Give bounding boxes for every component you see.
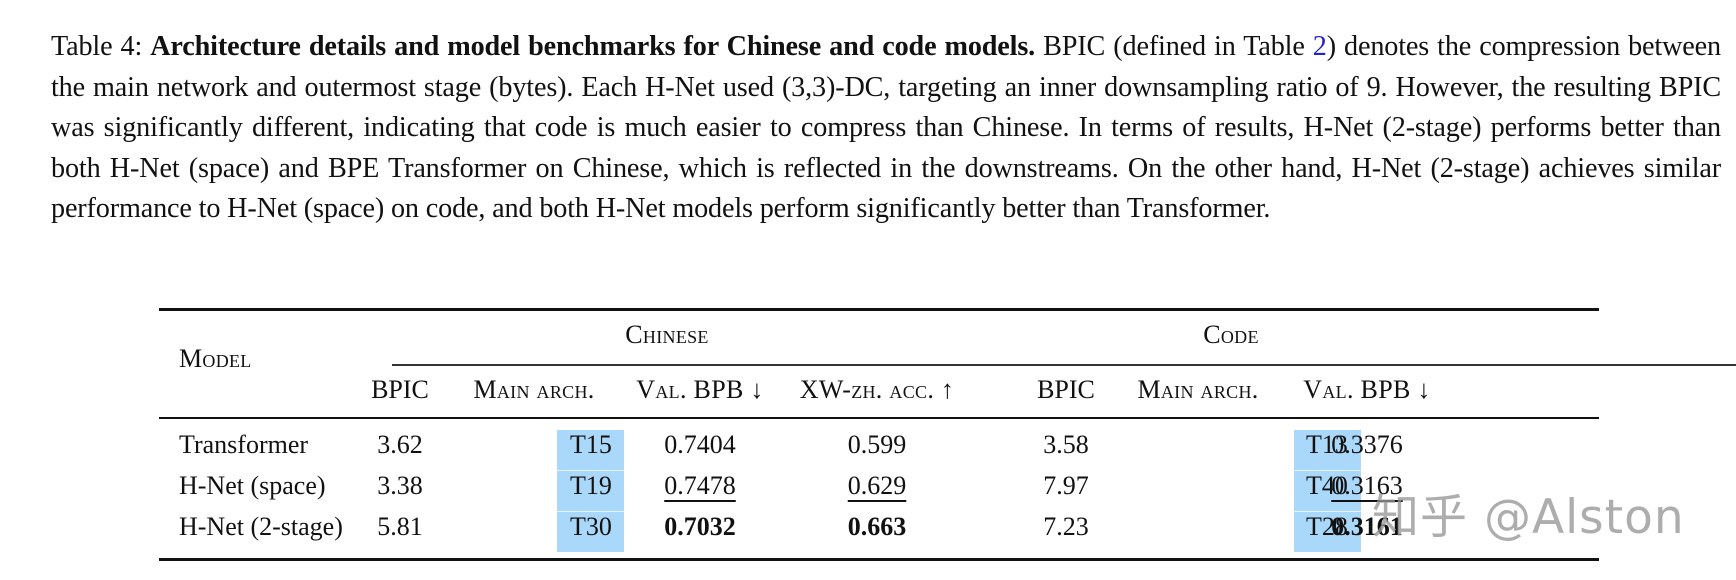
chinese-arch: T30	[570, 512, 612, 541]
code-arch: T28	[1306, 512, 1348, 541]
code-val-bpb: 0.3376	[1331, 430, 1403, 459]
chinese-val-bpb: 0.7478	[664, 471, 736, 500]
highlight-separator	[557, 511, 624, 512]
bottom-rule	[159, 558, 1599, 561]
chinese-bpic: 5.81	[377, 512, 423, 541]
table-row: H-Net (space) 3.38 T19 0.7478 0.629 7.97…	[159, 466, 1599, 506]
caption-label: Table 4:	[51, 31, 151, 62]
chinese-arch-highlight	[557, 430, 624, 552]
code-bpic-header: BPIC	[1037, 375, 1095, 404]
code-arch: T40	[1306, 471, 1348, 500]
header-rule	[159, 417, 1599, 419]
model-column-header: Model	[179, 344, 252, 373]
caption-text: BPIC (defined in Table	[1035, 31, 1313, 62]
highlight-separator	[1294, 470, 1361, 471]
chinese-bpic: 3.62	[377, 430, 423, 459]
table-caption: Table 4: Architecture details and model …	[51, 27, 1721, 230]
chinese-bpic: 3.38	[377, 471, 423, 500]
model-name: H-Net (2-stage)	[179, 512, 343, 541]
chinese-group-rule	[392, 364, 1246, 366]
chinese-xw-acc: 0.599	[847, 430, 907, 459]
table-row: H-Net (2-stage) 5.81 T30 0.7032 0.663 7.…	[159, 507, 1599, 547]
chinese-val-bpb-header: Val. BPB ↓	[636, 375, 764, 404]
code-arch-header: Main arch.	[1137, 375, 1259, 404]
chinese-arch-header: Main arch.	[473, 375, 595, 404]
code-arch-highlight	[1294, 430, 1361, 552]
code-bpic: 3.58	[1043, 430, 1089, 459]
code-arch: T13	[1306, 430, 1348, 459]
code-val-bpb: 0.3161	[1331, 512, 1403, 541]
code-val-bpb-header: Val. BPB ↓	[1303, 375, 1431, 404]
code-group-header: Code	[1203, 320, 1259, 349]
chinese-bpic-header: BPIC	[371, 375, 429, 404]
chinese-arch: T19	[570, 471, 612, 500]
code-group-rule	[1128, 364, 1736, 366]
code-bpic: 7.97	[1043, 471, 1089, 500]
code-val-bpb: 0.3163	[1331, 471, 1403, 500]
chinese-xw-acc: 0.663	[847, 512, 907, 541]
caption-title: Architecture details and model benchmark…	[150, 31, 1036, 62]
caption-text-continued: ) denotes the compression between the ma…	[51, 31, 1721, 224]
table-reference-link[interactable]: 2	[1312, 31, 1327, 62]
top-rule	[159, 308, 1599, 311]
model-name: H-Net (space)	[179, 471, 326, 500]
chinese-val-bpb: 0.7404	[664, 430, 736, 459]
chinese-arch: T15	[570, 430, 612, 459]
table-row: Transformer 3.62 T15 0.7404 0.599 3.58 T…	[159, 425, 1599, 465]
highlight-separator	[557, 470, 624, 471]
chinese-group-header: Chinese	[625, 320, 709, 349]
highlight-separator	[1294, 511, 1361, 512]
model-name: Transformer	[179, 430, 309, 459]
chinese-xw-acc-header: XW-zh. acc. ↑	[799, 375, 955, 404]
chinese-val-bpb: 0.7032	[664, 512, 736, 541]
results-table: Model Chinese Code BPIC Main arch. Val. …	[159, 308, 1736, 564]
chinese-xw-acc: 0.629	[847, 471, 907, 500]
code-bpic: 7.23	[1043, 512, 1089, 541]
